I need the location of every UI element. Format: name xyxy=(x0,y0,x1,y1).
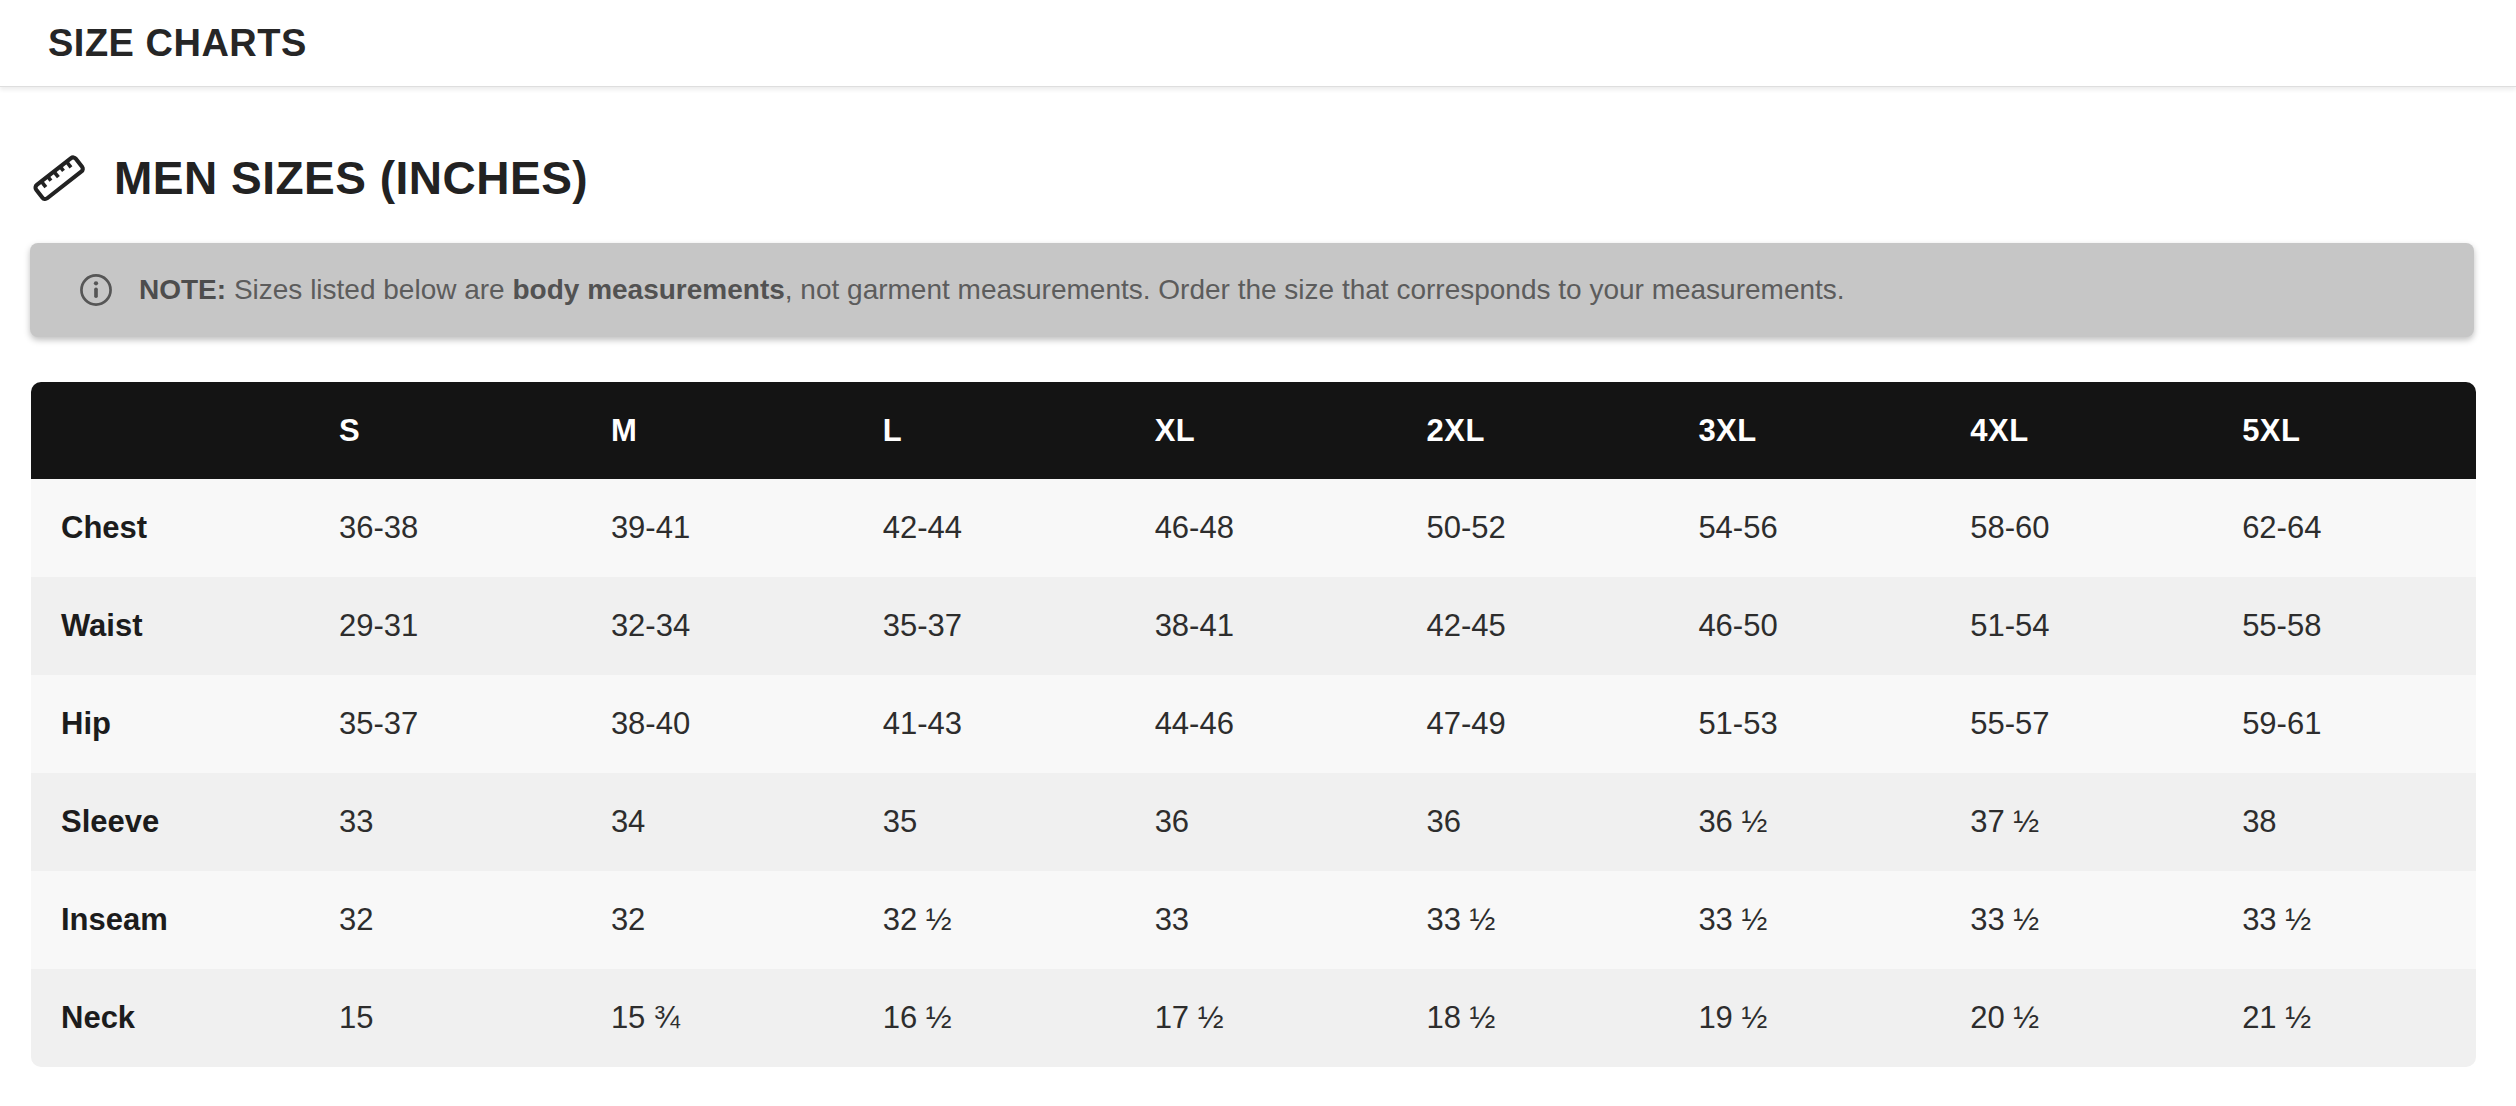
table-row-waist: Waist 29-31 32-34 35-37 38-41 42-45 46-5… xyxy=(31,577,2476,675)
page-title: SIZE CHARTS xyxy=(48,22,307,65)
cell-value: 33 ½ xyxy=(1389,871,1661,969)
cell-value: 42-44 xyxy=(845,479,1117,577)
note-text-after: , not garment measurements. Order the si… xyxy=(785,274,1845,305)
page-header: SIZE CHARTS xyxy=(0,0,2516,87)
cell-value: 36 xyxy=(1117,773,1389,871)
cell-value: 34 xyxy=(573,773,845,871)
cell-value: 33 ½ xyxy=(1660,871,1932,969)
cell-value: 39-41 xyxy=(573,479,845,577)
note-text-bold: body measurements xyxy=(512,274,784,305)
cell-value: 33 ½ xyxy=(1932,871,2204,969)
cell-value: 18 ½ xyxy=(1389,969,1661,1067)
table-row-hip: Hip 35-37 38-40 41-43 44-46 47-49 51-53 … xyxy=(31,675,2476,773)
header-cell-2xl: 2XL xyxy=(1389,382,1661,479)
cell-value: 35-37 xyxy=(845,577,1117,675)
cell-value: 36-38 xyxy=(301,479,573,577)
ruler-icon xyxy=(30,149,88,207)
note-banner: NOTE: Sizes listed below are body measur… xyxy=(30,243,2474,337)
cell-value: 21 ½ xyxy=(2204,969,2476,1067)
section-title: MEN SIZES (INCHES) xyxy=(114,151,588,205)
cell-value: 32 ½ xyxy=(845,871,1117,969)
cell-value: 51-53 xyxy=(1660,675,1932,773)
cell-value: 55-57 xyxy=(1932,675,2204,773)
cell-value: 35-37 xyxy=(301,675,573,773)
note-text-before: Sizes listed below are xyxy=(226,274,512,305)
cell-value: 16 ½ xyxy=(845,969,1117,1067)
cell-value: 38-41 xyxy=(1117,577,1389,675)
cell-value: 33 xyxy=(301,773,573,871)
row-label: Inseam xyxy=(31,871,301,969)
header-cell-4xl: 4XL xyxy=(1932,382,2204,479)
size-table: S M L XL 2XL 3XL 4XL 5XL Chest 36-38 39-… xyxy=(31,382,2476,1067)
cell-value: 44-46 xyxy=(1117,675,1389,773)
cell-value: 47-49 xyxy=(1389,675,1661,773)
cell-value: 62-64 xyxy=(2204,479,2476,577)
cell-value: 42-45 xyxy=(1389,577,1661,675)
cell-value: 32 xyxy=(573,871,845,969)
cell-value: 36 xyxy=(1389,773,1661,871)
row-label: Waist xyxy=(31,577,301,675)
cell-value: 36 ½ xyxy=(1660,773,1932,871)
header-cell-3xl: 3XL xyxy=(1660,382,1932,479)
header-cell-l: L xyxy=(845,382,1117,479)
header-cell-m: M xyxy=(573,382,845,479)
cell-value: 58-60 xyxy=(1932,479,2204,577)
header-cell-5xl: 5XL xyxy=(2204,382,2476,479)
header-cell-blank xyxy=(31,382,301,479)
row-label: Neck xyxy=(31,969,301,1067)
row-label: Chest xyxy=(31,479,301,577)
cell-value: 54-56 xyxy=(1660,479,1932,577)
cell-value: 38 xyxy=(2204,773,2476,871)
cell-value: 51-54 xyxy=(1932,577,2204,675)
header-cell-s: S xyxy=(301,382,573,479)
row-label: Sleeve xyxy=(31,773,301,871)
cell-value: 50-52 xyxy=(1389,479,1661,577)
cell-value: 35 xyxy=(845,773,1117,871)
cell-value: 41-43 xyxy=(845,675,1117,773)
cell-value: 19 ½ xyxy=(1660,969,1932,1067)
table-header-row: S M L XL 2XL 3XL 4XL 5XL xyxy=(31,382,2476,479)
cell-value: 20 ½ xyxy=(1932,969,2204,1067)
cell-value: 32 xyxy=(301,871,573,969)
size-charts-page: SIZE CHARTS MEN SIZES (INCHES) xyxy=(0,0,2516,1106)
info-icon xyxy=(77,271,115,309)
cell-value: 46-48 xyxy=(1117,479,1389,577)
note-text: NOTE: Sizes listed below are body measur… xyxy=(139,274,1845,306)
table-row-neck: Neck 15 15 ¾ 16 ½ 17 ½ 18 ½ 19 ½ 20 ½ 21… xyxy=(31,969,2476,1067)
cell-value: 55-58 xyxy=(2204,577,2476,675)
cell-value: 15 xyxy=(301,969,573,1067)
cell-value: 38-40 xyxy=(573,675,845,773)
cell-value: 15 ¾ xyxy=(573,969,845,1067)
cell-value: 17 ½ xyxy=(1117,969,1389,1067)
cell-value: 32-34 xyxy=(573,577,845,675)
table-row-chest: Chest 36-38 39-41 42-44 46-48 50-52 54-5… xyxy=(31,479,2476,577)
cell-value: 29-31 xyxy=(301,577,573,675)
table-row-sleeve: Sleeve 33 34 35 36 36 36 ½ 37 ½ 38 xyxy=(31,773,2476,871)
cell-value: 46-50 xyxy=(1660,577,1932,675)
header-cell-xl: XL xyxy=(1117,382,1389,479)
row-label: Hip xyxy=(31,675,301,773)
size-table-container: S M L XL 2XL 3XL 4XL 5XL Chest 36-38 39-… xyxy=(31,382,2476,1067)
note-label: NOTE: xyxy=(139,274,226,305)
section-heading: MEN SIZES (INCHES) xyxy=(30,149,2516,207)
cell-value: 33 xyxy=(1117,871,1389,969)
cell-value: 37 ½ xyxy=(1932,773,2204,871)
cell-value: 33 ½ xyxy=(2204,871,2476,969)
cell-value: 59-61 xyxy=(2204,675,2476,773)
table-row-inseam: Inseam 32 32 32 ½ 33 33 ½ 33 ½ 33 ½ 33 ½ xyxy=(31,871,2476,969)
